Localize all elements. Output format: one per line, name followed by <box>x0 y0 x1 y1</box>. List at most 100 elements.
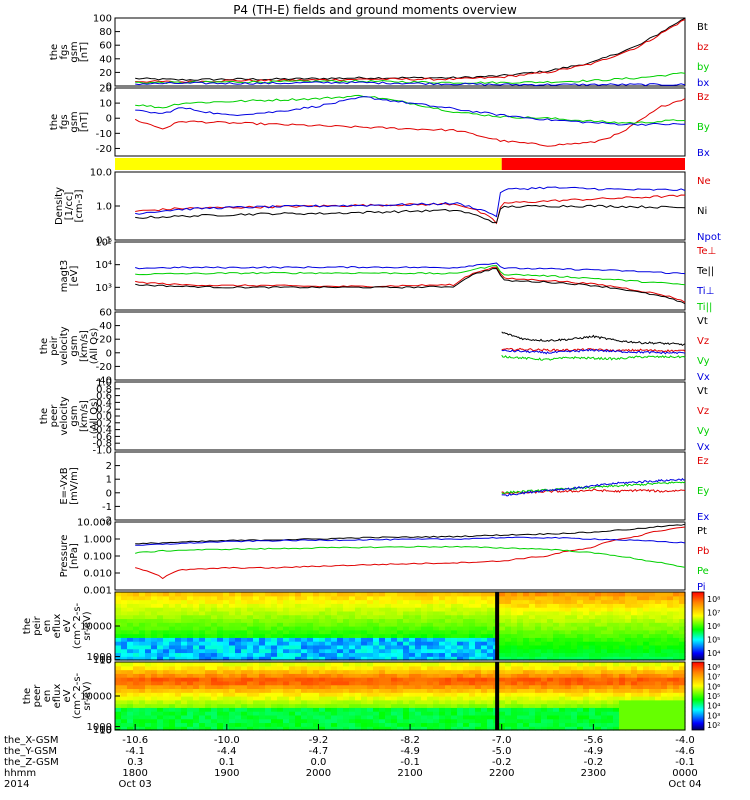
spectrogram-cell <box>127 699 134 705</box>
spectrogram-cell <box>499 595 506 601</box>
spectrogram-cell <box>229 665 236 671</box>
spectrogram-cell <box>595 592 602 597</box>
spectrogram-cell <box>157 726 164 731</box>
spectrogram-cell <box>181 626 188 631</box>
spectrogram-cell <box>289 652 296 657</box>
spectrogram-cell <box>235 692 242 697</box>
spectrogram-cell <box>613 696 620 701</box>
spectrogram-cell <box>577 637 584 642</box>
spectrogram-cell <box>127 662 134 667</box>
spectrogram-cell <box>415 618 422 623</box>
spectrogram-cell <box>595 652 602 657</box>
spectrogram-cell <box>127 652 134 657</box>
spectrogram-cell <box>235 610 242 616</box>
spectrogram-cell <box>541 703 548 708</box>
spectrogram-cell <box>331 595 338 601</box>
spectrogram-cell <box>547 688 554 693</box>
spectrogram-cell <box>163 684 170 690</box>
spectrogram-cell <box>571 662 578 667</box>
spectrogram-cell <box>313 603 320 608</box>
spectrogram-cell <box>583 629 590 635</box>
spectrogram-cell <box>145 707 152 712</box>
spectrogram-cell <box>181 607 188 612</box>
spectrogram-cell <box>193 665 200 671</box>
spectrogram-cell <box>145 711 152 716</box>
y-tick-label: 10000 <box>80 622 112 633</box>
spectrogram-cell <box>241 680 248 686</box>
spectrogram-cell <box>301 652 308 657</box>
spectrogram-cell <box>223 677 230 682</box>
spectrogram-cell <box>529 665 536 671</box>
spectrogram-cell <box>283 622 290 627</box>
spectrogram-cell <box>535 673 542 678</box>
spectrogram-cell <box>205 688 212 693</box>
spectrogram-cell <box>661 718 668 724</box>
spectrogram-cell <box>433 714 440 720</box>
spectrogram-cell <box>241 662 248 667</box>
spectrogram-cell <box>331 726 338 731</box>
spectrogram-cell <box>229 718 236 724</box>
spectrogram-cell <box>403 592 410 597</box>
y-label-line: magt3 <box>59 260 70 293</box>
spectrogram-cell <box>643 707 650 712</box>
y-label-line: [cm-3] <box>74 189 85 222</box>
spectrogram-cell <box>577 610 584 616</box>
spectrogram-cell <box>343 696 350 701</box>
y-tick-label: 0.010 <box>83 569 112 580</box>
spectrogram-cell <box>631 711 638 716</box>
spectrogram-cell <box>259 711 266 716</box>
spectrogram-cell <box>601 599 608 604</box>
spectrogram-cell <box>535 722 542 727</box>
spectrogram-cell <box>439 692 446 697</box>
colorbar-tick-label: 10⁶ <box>707 622 720 631</box>
spectrogram-cell <box>649 669 656 674</box>
spectrogram-cell <box>439 680 446 686</box>
spectrogram-cell <box>679 684 686 690</box>
spectrogram-cell <box>145 684 152 690</box>
spectrogram-cell <box>673 618 680 623</box>
spectrogram-cell <box>559 665 566 671</box>
spectrogram-cell <box>391 711 398 716</box>
spectrogram-cell <box>637 626 644 631</box>
spectrogram-cell <box>553 665 560 671</box>
spectrogram-cell <box>355 696 362 701</box>
spectrogram-cell <box>223 626 230 631</box>
spectrogram-cell <box>355 665 362 671</box>
spectrogram-cell <box>313 673 320 678</box>
spectrogram-cell <box>373 684 380 690</box>
spectrogram-cell <box>463 673 470 678</box>
spectrogram-cell <box>355 656 362 661</box>
spectrogram-cell <box>505 592 512 597</box>
spectrogram-cell <box>445 673 452 678</box>
spectrogram-cell <box>313 662 320 667</box>
spectrogram-cell <box>211 669 218 674</box>
spectrogram-cell <box>637 684 644 690</box>
y-tick-label: -1.0 <box>92 446 112 457</box>
spectrogram-cell <box>205 718 212 724</box>
spectrogram-cell <box>421 633 428 638</box>
spectrogram-cell <box>433 603 440 608</box>
spectrogram-cell <box>421 669 428 674</box>
spectrogram-cell <box>247 599 254 604</box>
spectrogram-cell <box>295 622 302 627</box>
spectrogram-cell <box>157 680 164 686</box>
spectrogram-cell <box>541 592 548 597</box>
spectrogram-cell <box>361 699 368 705</box>
spectrogram-cell <box>409 599 416 604</box>
spectrogram-cell <box>571 711 578 716</box>
spectrogram-cell <box>307 662 314 667</box>
spectrogram-cell <box>505 610 512 616</box>
colorbar-tick-label: 10⁵ <box>707 692 720 701</box>
spectrogram-cell <box>499 703 506 708</box>
x-tick-value: -4.7 <box>309 746 329 757</box>
spectrogram-cell <box>169 714 176 720</box>
spectrogram-cell <box>469 662 476 667</box>
spectrogram-cell <box>385 626 392 631</box>
spectrogram-cell <box>565 692 572 697</box>
spectrogram-cell <box>199 673 206 678</box>
spectrogram-cell <box>175 699 182 705</box>
spectrogram-cell <box>187 696 194 701</box>
spectrogram-cell <box>511 614 518 620</box>
spectrogram-cell <box>313 614 320 620</box>
